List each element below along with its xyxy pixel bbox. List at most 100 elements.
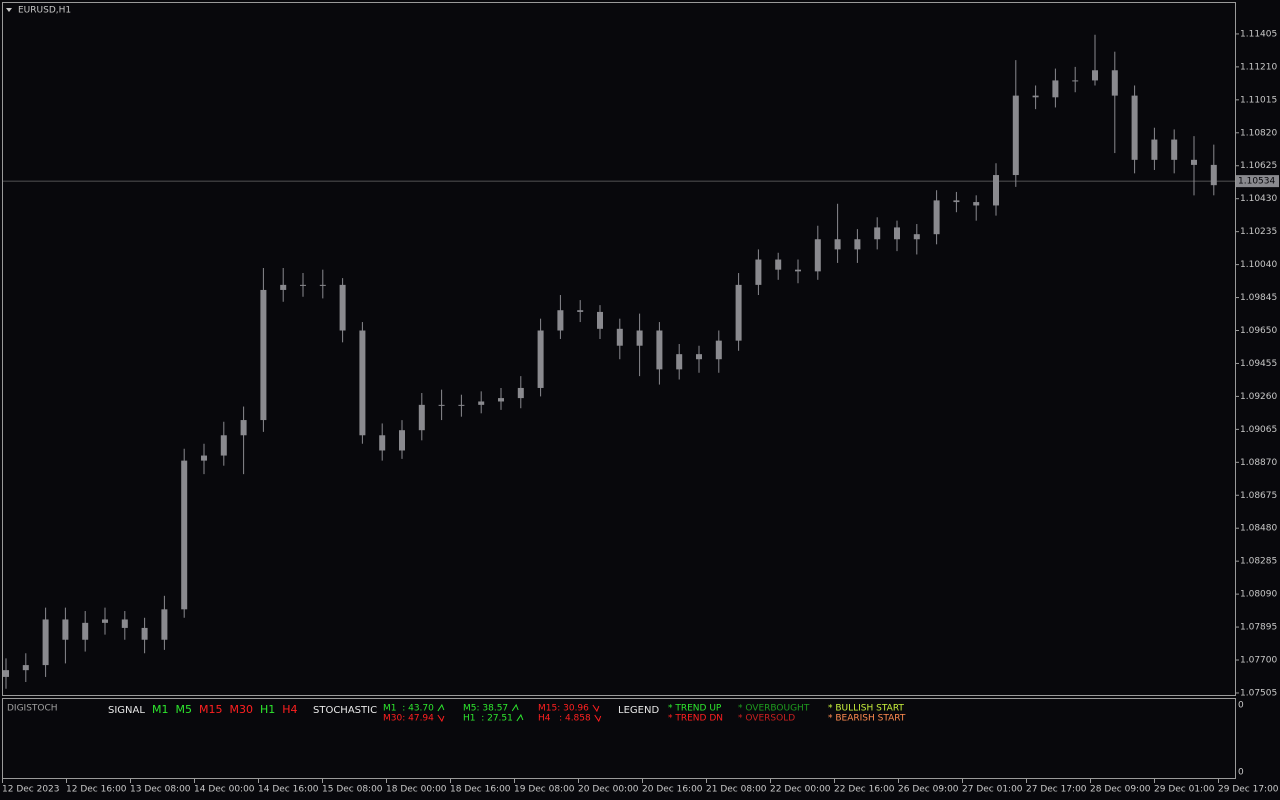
y-tick-label: 1.10820 (1240, 128, 1277, 138)
trend-arrow (437, 714, 445, 723)
candle-body (339, 284, 346, 331)
stochastic-item: H4 : 4.858 (538, 714, 591, 724)
candle-body (3, 670, 9, 677)
y-tick-label: 1.07505 (1240, 688, 1277, 698)
candle-body (22, 665, 29, 671)
candle-body (240, 420, 247, 436)
y-tick-label: 1.11015 (1240, 95, 1277, 105)
x-tick-label: 12 Dec 2023 (2, 785, 60, 795)
candle-body (161, 609, 168, 640)
y-tick-label: 1.11405 (1240, 29, 1277, 39)
candle-body (537, 330, 544, 388)
legend-item: * BEARISH START (828, 714, 906, 724)
candle-body (696, 354, 702, 360)
candle-body (597, 311, 603, 329)
trend-arrow (437, 703, 445, 712)
candle-body (1131, 95, 1138, 160)
stochastic-item: H1 : 27.51 (463, 714, 513, 724)
candle-body (1092, 70, 1098, 81)
candle-body (735, 284, 742, 341)
candle-body (557, 310, 564, 331)
panel-label: SIGNAL (108, 705, 145, 716)
candle-body (82, 622, 89, 640)
current-price-box (1236, 175, 1279, 188)
stochastic-item: M5: 38.57 (463, 704, 508, 714)
x-tick-label: 18 Dec 16:00 (450, 785, 511, 795)
candle-body (1210, 164, 1217, 186)
legend-item: * OVERBOUGHT (738, 704, 810, 714)
signal-item: M1 (152, 703, 169, 716)
candle-body (141, 627, 148, 640)
stochastic-item: M1 : 43.70 (383, 704, 434, 714)
candle-body (260, 289, 267, 421)
candle-body (795, 269, 801, 272)
x-tick-label: 22 Dec 16:00 (834, 785, 895, 795)
candle-body (636, 330, 643, 346)
x-tick-label: 27 Dec 17:00 (1026, 785, 1087, 795)
y2-tick-label: 0 (1238, 701, 1244, 711)
y-tick-label: 1.09455 (1240, 359, 1277, 369)
candle-body (1052, 80, 1059, 98)
legend-item: * TREND UP (668, 704, 722, 714)
y-tick-label: 1.07700 (1240, 656, 1277, 666)
candle-body (814, 239, 821, 272)
x-tick-label: 19 Dec 08:00 (514, 785, 575, 795)
signal-item: H1 (260, 703, 275, 716)
x-tick-label: 29 Dec 01:00 (1154, 785, 1215, 795)
x-tick-label: 18 Dec 00:00 (386, 785, 447, 795)
candle-body (834, 239, 841, 250)
x-tick-label: 29 Dec 17:00 (1218, 785, 1279, 795)
candle-body (42, 619, 49, 666)
candle-body (1111, 70, 1118, 96)
candle-body (656, 330, 663, 370)
candle-body (1151, 139, 1158, 160)
legend-item: * BULLISH START (828, 704, 904, 714)
trend-arrow (516, 713, 524, 722)
x-tick-label: 21 Dec 08:00 (706, 785, 767, 795)
current-price-label: 1.10534 (1238, 177, 1275, 187)
candle-body (993, 175, 999, 206)
y2-tick-label: 0 (1238, 768, 1244, 778)
candle-body (300, 284, 306, 286)
y-tick-label: 1.08090 (1240, 590, 1277, 600)
candle-body (933, 200, 940, 235)
signal-item: M30 (230, 703, 254, 716)
candle-body (577, 310, 584, 312)
x-tick-label: 26 Dec 09:00 (898, 785, 959, 795)
trend-arrow (594, 714, 602, 723)
y-tick-label: 1.10235 (1240, 227, 1277, 237)
candle-body (1191, 159, 1197, 165)
y-tick-label: 1.10625 (1240, 161, 1277, 171)
signal-item: M5 (176, 703, 193, 716)
candle-body (1171, 139, 1178, 160)
indicator-frame (2, 698, 1236, 779)
x-tick-label: 15 Dec 08:00 (322, 785, 383, 795)
stochastic-item: M30: 47.94 (383, 714, 434, 724)
candle-body (121, 619, 128, 628)
y-tick-label: 1.08675 (1240, 491, 1277, 501)
candle-body (953, 200, 960, 203)
panel-label: STOCHASTIC (313, 705, 377, 716)
candle-body (616, 328, 623, 346)
candle-body (1032, 95, 1039, 98)
candle-body (201, 455, 207, 461)
x-tick-label: 20 Dec 16:00 (642, 785, 703, 795)
candle-body (418, 404, 425, 431)
y-tick-label: 1.09260 (1240, 392, 1277, 402)
candle-body (478, 401, 485, 405)
candle-body (1012, 95, 1019, 176)
candle-body (220, 435, 227, 456)
y-tick-label: 1.08480 (1240, 524, 1277, 534)
candle-body (359, 330, 366, 436)
signal-item: M15 (199, 703, 223, 716)
candle-body (1072, 80, 1079, 82)
x-tick-label: 14 Dec 16:00 (258, 785, 319, 795)
main-frame (2, 2, 1236, 696)
x-tick-label: 27 Dec 01:00 (962, 785, 1023, 795)
y-tick-label: 1.08870 (1240, 458, 1277, 468)
candle-body (62, 619, 69, 640)
y-tick-label: 1.09845 (1240, 293, 1277, 303)
collapse-arrow[interactable] (6, 8, 12, 12)
